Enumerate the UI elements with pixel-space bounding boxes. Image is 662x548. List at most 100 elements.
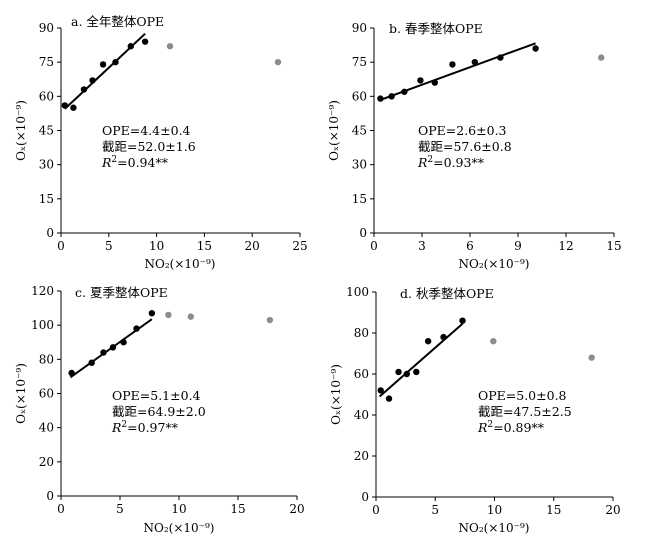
intercept-annotation: 截距=64.9±2.0: [112, 404, 206, 419]
data-point: [440, 333, 447, 341]
y-tick-label: 0: [361, 490, 369, 504]
data-point: [133, 325, 140, 332]
y-axis-label: Oₓ(×10⁻⁹): [329, 364, 343, 425]
y-axis-label: Oₓ(×10⁻⁹): [14, 363, 28, 424]
excluded-data-point: [166, 43, 174, 50]
x-axis-label: NO₂(×10⁻⁹): [459, 257, 530, 271]
y-tick-label: 15: [352, 192, 367, 206]
x-tick-label: 10: [149, 239, 164, 253]
data-point: [109, 344, 117, 351]
panel-title: b. 春季整体OPE: [389, 21, 483, 36]
x-tick-label: 20: [245, 239, 260, 253]
data-point: [471, 58, 478, 66]
data-point: [417, 77, 424, 84]
x-axis-label: NO₂(×10⁻⁹): [145, 257, 216, 271]
data-point: [377, 387, 384, 394]
data-point: [99, 61, 107, 68]
panel-title: c. 夏季整体OPE: [75, 285, 168, 300]
panel-c: 0 5 10 15 20 0 20 40 60 80 100 120 c. 夏季整体OPE OPE=5.1…: [14, 284, 305, 535]
y-axis-label: Oₓ(×10⁻⁹): [327, 100, 341, 161]
data-point: [403, 370, 411, 378]
data-point: [61, 102, 69, 109]
x-tick-label: 5: [105, 239, 113, 253]
data-point: [413, 368, 420, 376]
data-point: [424, 338, 432, 345]
data-point: [459, 317, 466, 324]
data-point: [388, 93, 395, 100]
excluded-data-point: [187, 313, 194, 320]
excluded-data-point: [165, 311, 172, 319]
y-tick-label: 30: [39, 158, 54, 172]
ope-annotation: OPE=2.6±0.3: [418, 123, 507, 138]
x-tick-label: 6: [466, 239, 474, 253]
panel-a: 0 5 10 15 20 25 0 15 30 45 60 75 90 a. 全年整体OPE OPE=4.4…: [14, 14, 308, 271]
x-tick-label: 10: [171, 502, 186, 516]
data-point: [89, 77, 96, 84]
data-point: [127, 43, 134, 50]
x-tick-label: 5: [116, 502, 124, 516]
y-tick-label: 30: [352, 158, 367, 172]
y-tick-label: 80: [39, 352, 54, 366]
y-tick-label: 60: [39, 387, 54, 401]
r2-annotation: R2=0.93**: [417, 155, 485, 170]
y-tick-label: 120: [31, 284, 54, 298]
x-tick-label: 9: [514, 239, 522, 253]
y-tick-label: 45: [352, 124, 367, 138]
x-tick-label: 3: [418, 239, 426, 253]
excluded-data-point: [588, 354, 595, 361]
y-tick-label: 90: [352, 21, 367, 35]
panel-title: a. 全年整体OPE: [71, 14, 164, 29]
y-tick-label: 40: [354, 408, 369, 422]
intercept-annotation: 截距=47.5±2.5: [478, 404, 572, 419]
x-tick-label: 15: [606, 239, 621, 253]
data-point: [449, 61, 456, 68]
x-tick-label: 0: [57, 502, 65, 516]
data-point: [377, 95, 384, 102]
ope-annotation: OPE=4.4±0.4: [102, 123, 191, 138]
data-point: [395, 368, 402, 376]
y-tick-label: 0: [46, 226, 54, 240]
excluded-data-point: [490, 338, 497, 345]
y-tick-label: 100: [346, 285, 369, 299]
y-tick-label: 60: [352, 89, 367, 103]
y-axis-label: Oₓ(×10⁻⁹): [14, 100, 28, 161]
data-point: [120, 339, 127, 346]
y-tick-label: 90: [39, 21, 54, 35]
y-tick-label: 45: [39, 124, 54, 138]
x-tick-label: 15: [546, 503, 561, 517]
panel-d: 0 5 10 15 20 0 20 40 60 80 100 d. 秋季整体OPE OPE=5.0±0.…: [329, 285, 621, 535]
data-point: [88, 359, 95, 366]
y-tick-label: 75: [352, 55, 367, 69]
y-tick-label: 60: [39, 89, 54, 103]
x-tick-label: 15: [230, 502, 245, 516]
x-tick-label: 20: [289, 502, 304, 516]
r2-annotation: R2=0.97**: [111, 420, 179, 435]
data-point: [112, 58, 119, 66]
ope-annotation: OPE=5.1±0.4: [112, 388, 201, 403]
data-point: [532, 45, 539, 52]
x-tick-label: 15: [197, 239, 212, 253]
x-tick-label: 0: [372, 503, 380, 517]
data-point: [70, 104, 77, 111]
x-tick-label: 10: [487, 503, 502, 517]
x-tick-label: 12: [558, 239, 573, 253]
x-tick-label: 0: [57, 239, 65, 253]
intercept-annotation: 截距=57.6±0.8: [418, 139, 512, 154]
y-tick-label: 20: [39, 455, 54, 469]
y-tick-label: 60: [354, 367, 369, 381]
data-point: [148, 310, 156, 317]
x-axis-label: NO₂(×10⁻⁹): [144, 521, 215, 535]
excluded-data-point: [266, 316, 274, 324]
panel-title: d. 秋季整体OPE: [400, 286, 494, 301]
ope-annotation: OPE=5.0±0.8: [478, 388, 567, 403]
intercept-annotation: 截距=52.0±1.6: [102, 139, 196, 154]
data-point: [68, 369, 75, 377]
y-tick-label: 0: [359, 226, 367, 240]
excluded-data-point: [274, 58, 282, 66]
data-point: [385, 395, 393, 402]
r2-annotation: R2=0.89**: [477, 420, 545, 435]
y-tick-label: 40: [39, 421, 54, 435]
r2-annotation: R2=0.94**: [101, 155, 169, 170]
panel-b: 0 3 6 9 12 15 0 15 30 45 60 75 90 b. 春季整体OPE OPE=2.6±0…: [327, 21, 622, 271]
